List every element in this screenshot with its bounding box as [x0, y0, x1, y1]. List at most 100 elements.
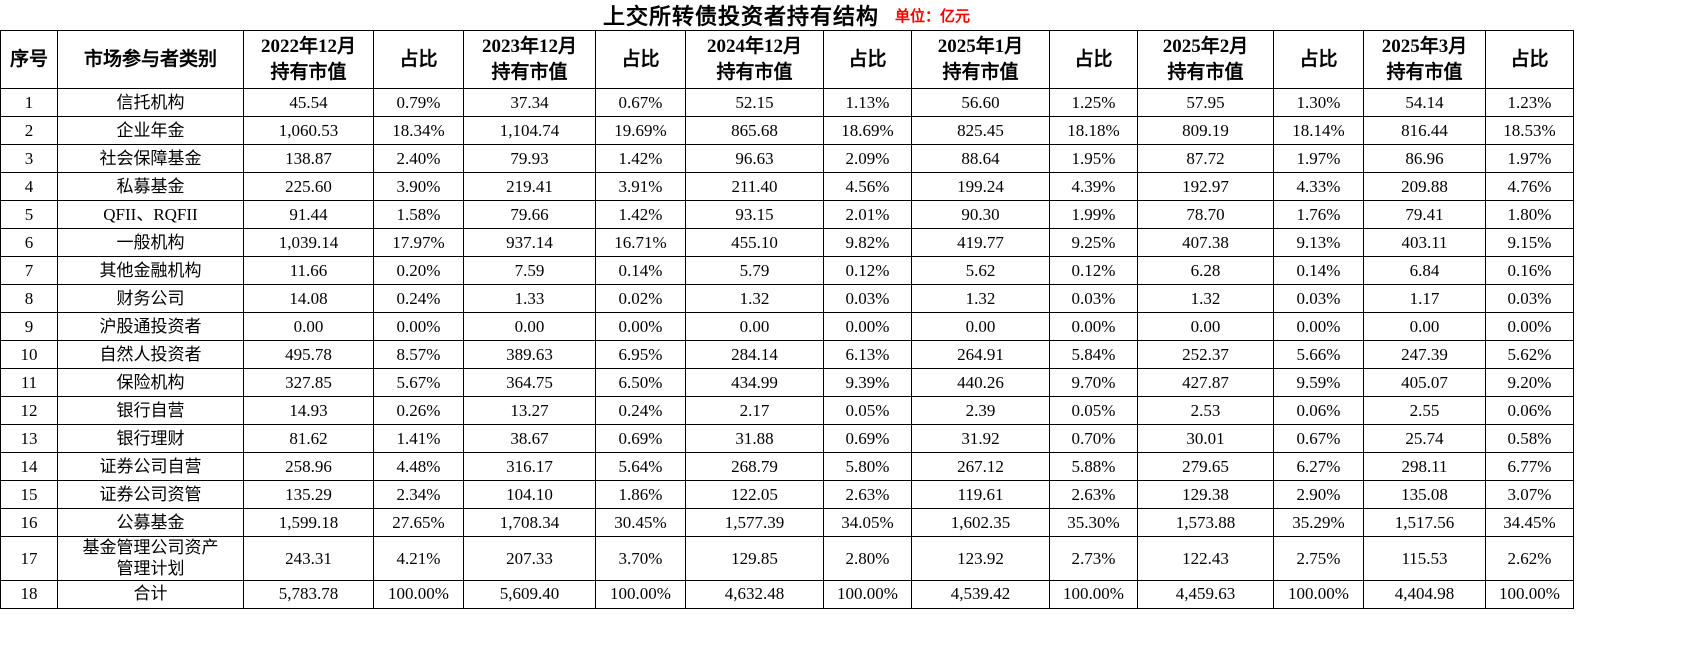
pct-cell: 1.13% [823, 88, 912, 117]
value-cell: 0.00 [911, 312, 1050, 341]
value-cell: 298.11 [1363, 452, 1486, 481]
column-header-value: 2025年3月 持有市值 [1363, 30, 1486, 89]
category-cell: 证券公司自营 [57, 452, 244, 481]
category-cell: 保险机构 [57, 368, 244, 397]
pct-cell: 0.03% [1049, 284, 1138, 313]
pct-cell: 0.69% [595, 424, 686, 453]
value-cell: 87.72 [1137, 144, 1274, 173]
category-cell: 信托机构 [57, 88, 244, 117]
row-index-cell: 8 [0, 284, 58, 313]
pct-cell: 0.05% [823, 396, 912, 425]
column-header-pct: 占比 [1049, 30, 1138, 89]
category-cell: 合计 [57, 579, 244, 609]
column-header-value: 2025年2月 持有市值 [1137, 30, 1274, 89]
pct-cell: 0.00% [1049, 312, 1138, 341]
value-cell: 1.17 [1363, 284, 1486, 313]
row-index-cell: 10 [0, 340, 58, 369]
value-cell: 79.41 [1363, 200, 1486, 229]
row-index-cell: 16 [0, 508, 58, 537]
pct-cell: 5.64% [595, 452, 686, 481]
value-cell: 0.00 [1363, 312, 1486, 341]
table-row: 16 公募基金 1,599.18 27.65% 1,708.34 30.45% 1,577.… [0, 508, 1574, 537]
column-header-category: 市场参与者类别 [57, 30, 244, 89]
pct-cell: 3.91% [595, 172, 686, 201]
value-cell: 1,104.74 [463, 116, 596, 145]
value-cell: 119.61 [911, 480, 1050, 509]
value-cell: 14.93 [243, 396, 374, 425]
value-cell: 495.78 [243, 340, 374, 369]
category-cell: 证券公司资管 [57, 480, 244, 509]
table-row: 14 证券公司自营 258.96 4.48% 316.17 5.64% 268.79 5.80… [0, 452, 1574, 481]
value-cell: 427.87 [1137, 368, 1274, 397]
pct-cell: 1.58% [373, 200, 464, 229]
value-cell: 2.17 [685, 396, 824, 425]
pct-cell: 0.79% [373, 88, 464, 117]
value-cell: 5,609.40 [463, 579, 596, 609]
table-row: 8 财务公司 14.08 0.24% 1.33 0.02% 1.32 0.03% 1.32 0.0… [0, 284, 1574, 313]
value-cell: 79.66 [463, 200, 596, 229]
title-bar: 上交所转债投资者持有结构 单位：亿元 [0, 0, 1573, 30]
pct-cell: 9.20% [1485, 368, 1574, 397]
value-cell: 1.33 [463, 284, 596, 313]
table-row: 11 保险机构 327.85 5.67% 364.75 6.50% 434.99 9.39% 4… [0, 368, 1574, 397]
pct-cell: 34.05% [823, 508, 912, 537]
column-header-pct: 占比 [1485, 30, 1574, 89]
pct-cell: 6.50% [595, 368, 686, 397]
row-index-cell: 4 [0, 172, 58, 201]
value-cell: 809.19 [1137, 116, 1274, 145]
pct-cell: 6.13% [823, 340, 912, 369]
row-index-cell: 5 [0, 200, 58, 229]
pct-cell: 9.25% [1049, 228, 1138, 257]
pct-cell: 0.70% [1049, 424, 1138, 453]
value-cell: 1,599.18 [243, 508, 374, 537]
value-cell: 57.95 [1137, 88, 1274, 117]
value-cell: 31.88 [685, 424, 824, 453]
category-cell: 公募基金 [57, 508, 244, 537]
pct-cell: 18.34% [373, 116, 464, 145]
value-cell: 316.17 [463, 452, 596, 481]
pct-cell: 0.16% [1485, 256, 1574, 285]
value-cell: 455.10 [685, 228, 824, 257]
pct-cell: 4.21% [373, 536, 464, 581]
pct-cell: 1.97% [1273, 144, 1364, 173]
pct-cell: 1.25% [1049, 88, 1138, 117]
pct-cell: 0.03% [1273, 284, 1364, 313]
pct-cell: 0.00% [1273, 312, 1364, 341]
value-cell: 267.12 [911, 452, 1050, 481]
value-cell: 219.41 [463, 172, 596, 201]
pct-cell: 3.90% [373, 172, 464, 201]
table-body: 1 信托机构 45.54 0.79% 37.34 0.67% 52.15 1.13% 56.60… [0, 88, 1574, 609]
value-cell: 389.63 [463, 340, 596, 369]
value-cell: 30.01 [1137, 424, 1274, 453]
value-cell: 138.87 [243, 144, 374, 173]
value-cell: 13.27 [463, 396, 596, 425]
value-cell: 816.44 [1363, 116, 1486, 145]
pct-cell: 6.77% [1485, 452, 1574, 481]
column-header-value: 2022年12月 持有市值 [243, 30, 374, 89]
value-cell: 135.29 [243, 480, 374, 509]
pct-cell: 30.45% [595, 508, 686, 537]
table-header: 序号 市场参与者类别 2022年12月 持有市值 占比 2023年12月 持有市值 占比 2… [0, 30, 1574, 89]
pct-cell: 9.70% [1049, 368, 1138, 397]
value-cell: 284.14 [685, 340, 824, 369]
value-cell: 81.62 [243, 424, 374, 453]
row-index-cell: 9 [0, 312, 58, 341]
value-cell: 88.64 [911, 144, 1050, 173]
category-cell: 私募基金 [57, 172, 244, 201]
value-cell: 1.32 [685, 284, 824, 313]
value-cell: 5.62 [911, 256, 1050, 285]
value-cell: 122.43 [1137, 536, 1274, 581]
pct-cell: 6.95% [595, 340, 686, 369]
value-cell: 2.53 [1137, 396, 1274, 425]
pct-cell: 1.42% [595, 200, 686, 229]
value-cell: 86.96 [1363, 144, 1486, 173]
pct-cell: 2.63% [823, 480, 912, 509]
value-cell: 90.30 [911, 200, 1050, 229]
pct-cell: 4.39% [1049, 172, 1138, 201]
table-row: 5 QFII、RQFII 91.44 1.58% 79.66 1.42% 93.15 2.01… [0, 200, 1574, 229]
value-cell: 1.32 [1137, 284, 1274, 313]
pct-cell: 4.48% [373, 452, 464, 481]
pct-cell: 4.33% [1273, 172, 1364, 201]
pct-cell: 5.67% [373, 368, 464, 397]
column-header-pct: 占比 [595, 30, 686, 89]
